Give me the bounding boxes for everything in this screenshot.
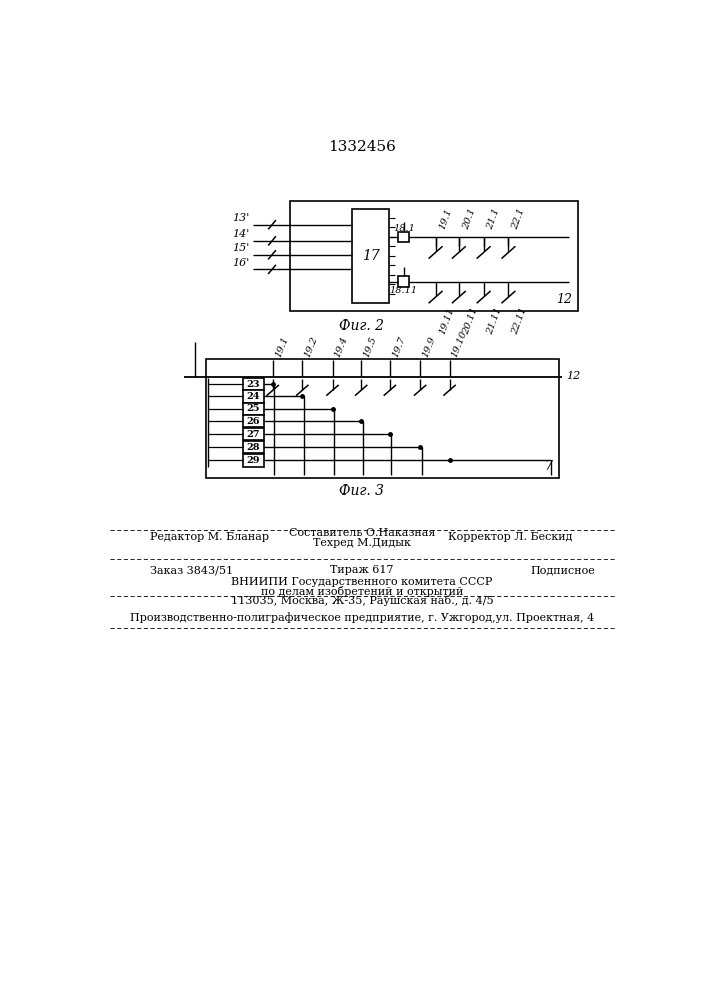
Bar xyxy=(243,378,264,390)
Text: 22.1: 22.1 xyxy=(510,207,527,231)
Text: 14': 14' xyxy=(233,229,250,239)
Text: 19.7: 19.7 xyxy=(391,335,407,359)
Bar xyxy=(243,415,264,427)
Text: 1332456: 1332456 xyxy=(328,140,396,154)
Text: 23: 23 xyxy=(247,380,260,389)
Text: Составитель О.Наказная: Составитель О.Наказная xyxy=(288,528,435,538)
Text: 19.2: 19.2 xyxy=(303,335,320,359)
Text: Редактор М. Бланар: Редактор М. Бланар xyxy=(151,532,269,542)
Bar xyxy=(206,359,559,478)
Bar xyxy=(243,390,264,403)
Text: 22.11: 22.11 xyxy=(510,306,529,336)
Text: Фиг. 3: Фиг. 3 xyxy=(339,484,385,498)
Text: 12: 12 xyxy=(556,293,572,306)
Text: 21.11: 21.11 xyxy=(486,306,504,336)
Text: 17: 17 xyxy=(361,249,380,263)
Text: 29: 29 xyxy=(247,456,260,465)
Text: 27: 27 xyxy=(247,430,260,439)
Text: 113035, Москва, Ж-35, Раушская наб., д. 4/5: 113035, Москва, Ж-35, Раушская наб., д. … xyxy=(230,595,493,606)
Text: 12: 12 xyxy=(566,371,580,381)
Text: ВНИИПИ Государственного комитета СССР: ВНИИПИ Государственного комитета СССР xyxy=(231,577,493,587)
Text: 25: 25 xyxy=(247,404,260,413)
Text: 19.5: 19.5 xyxy=(362,335,378,359)
Text: 19.10: 19.10 xyxy=(450,329,469,359)
Bar xyxy=(398,276,409,287)
Text: 20.1: 20.1 xyxy=(461,207,477,231)
Text: Корректор Л. Бескид: Корректор Л. Бескид xyxy=(448,532,573,542)
Text: 19.1: 19.1 xyxy=(274,335,290,359)
Text: 18.11: 18.11 xyxy=(390,286,418,295)
Bar xyxy=(290,201,578,311)
Text: 19.1: 19.1 xyxy=(438,207,454,231)
Bar xyxy=(243,441,264,453)
Bar xyxy=(398,232,409,242)
Bar xyxy=(243,454,264,466)
Text: Подписное: Подписное xyxy=(530,565,595,575)
Text: Заказ 3843/51: Заказ 3843/51 xyxy=(151,565,233,575)
Bar xyxy=(243,403,264,415)
Text: Тираж 617: Тираж 617 xyxy=(330,565,394,575)
Bar xyxy=(243,428,264,440)
Text: 20.11: 20.11 xyxy=(461,306,479,336)
Text: 21.1: 21.1 xyxy=(486,207,502,231)
Bar xyxy=(352,209,389,303)
Text: 28: 28 xyxy=(247,443,260,452)
Text: 19.11: 19.11 xyxy=(438,306,456,336)
Text: 19.4: 19.4 xyxy=(333,335,350,359)
Text: по делам изобретений и открытий: по делам изобретений и открытий xyxy=(261,586,463,597)
Text: 15': 15' xyxy=(233,243,250,253)
Text: 7: 7 xyxy=(544,460,553,473)
Text: 16': 16' xyxy=(233,258,250,268)
Text: 19.9: 19.9 xyxy=(421,335,438,359)
Text: 24: 24 xyxy=(247,392,260,401)
Text: 13': 13' xyxy=(233,213,250,223)
Text: Фиг. 2: Фиг. 2 xyxy=(339,319,385,333)
Text: 26: 26 xyxy=(247,417,260,426)
Text: 18.1: 18.1 xyxy=(393,224,415,233)
Text: Производственно-полиграфическое предприятие, г. Ужгород,ул. Проектная, 4: Производственно-полиграфическое предприя… xyxy=(130,612,594,623)
Text: Техред М.Дидык: Техред М.Дидык xyxy=(313,538,411,548)
